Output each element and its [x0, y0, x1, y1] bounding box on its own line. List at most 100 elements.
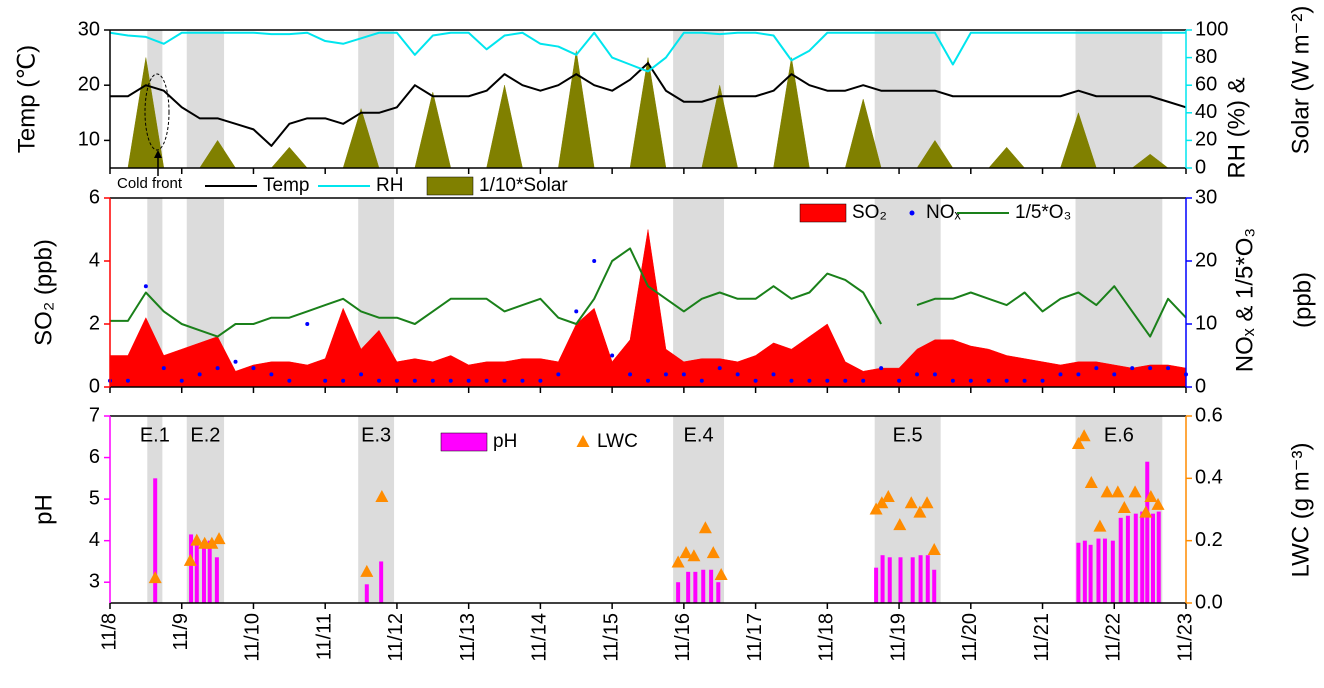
event-label: E.4	[684, 424, 714, 446]
point	[687, 549, 701, 562]
bar	[379, 561, 384, 603]
point	[920, 496, 934, 509]
event-shade	[673, 198, 725, 387]
point	[681, 372, 686, 377]
point	[1100, 485, 1114, 498]
y-tick-label: 7	[89, 404, 100, 426]
bar	[693, 571, 698, 603]
y-tick-label: 2	[89, 312, 100, 334]
x-tick-label: 11/20	[959, 613, 981, 662]
bar	[709, 569, 714, 603]
point	[698, 521, 712, 534]
bar	[874, 567, 879, 603]
point	[448, 378, 453, 383]
point	[592, 259, 597, 263]
point	[190, 533, 204, 546]
point	[717, 366, 722, 371]
x-tick-label: 11/10	[242, 613, 264, 662]
bar	[1096, 538, 1101, 603]
y2-tick-label: 100	[1195, 18, 1228, 40]
point	[183, 553, 197, 566]
bar	[1076, 542, 1081, 603]
event-label: E.5	[893, 424, 923, 446]
x-tick-label: 11/21	[1031, 613, 1053, 662]
y-tick-label: 4	[89, 249, 100, 271]
y-tick-label: 0	[89, 375, 100, 397]
event-shade	[874, 30, 941, 168]
point	[789, 378, 794, 383]
legend-label: Temp	[263, 175, 309, 196]
point	[1094, 366, 1099, 371]
y-tick-label: 10	[78, 129, 100, 151]
x-tick-label: 11/9	[170, 613, 192, 650]
point	[950, 378, 955, 383]
y2-tick-label: 10	[1195, 312, 1217, 334]
y2-tick-label: 30	[1195, 186, 1217, 208]
bar	[716, 582, 721, 603]
point	[205, 536, 219, 549]
y2-axis-label: (ppb)	[1289, 272, 1316, 328]
point	[1139, 505, 1153, 518]
bar	[1156, 511, 1161, 603]
y2-tick-label: 0.4	[1195, 467, 1223, 489]
legend-label: 1/10*Solar	[479, 175, 568, 196]
legend-swatch	[799, 203, 847, 223]
point	[1128, 485, 1142, 498]
point	[628, 372, 633, 377]
point	[861, 378, 866, 383]
bar	[925, 555, 930, 603]
y-axis-label: pH	[30, 494, 57, 525]
bar	[1133, 513, 1138, 603]
point	[212, 532, 226, 545]
point	[1076, 372, 1081, 377]
point	[881, 490, 895, 503]
point	[502, 378, 507, 383]
event-label: E.3	[361, 424, 391, 446]
bar	[1151, 513, 1156, 603]
line	[110, 247, 1187, 338]
bar	[898, 557, 903, 603]
point	[753, 378, 758, 383]
event-shade	[673, 416, 725, 603]
point	[360, 564, 374, 577]
point	[699, 378, 704, 383]
bar	[207, 540, 212, 603]
x-tick-label: 11/13	[457, 613, 479, 662]
point	[484, 378, 489, 383]
point	[341, 378, 346, 383]
point	[1093, 519, 1107, 532]
x-tick-label: 11/8	[98, 613, 120, 650]
point	[897, 378, 902, 383]
y2-tick-label: 20	[1195, 129, 1217, 151]
legend-swatch	[440, 432, 488, 452]
event-shade	[1075, 30, 1163, 168]
y2-tick-label: 0	[1195, 156, 1206, 178]
point	[735, 372, 740, 377]
point	[843, 378, 848, 383]
point	[915, 372, 919, 377]
y-tick-label: 3	[89, 571, 100, 593]
bar	[918, 555, 923, 603]
point	[913, 505, 927, 518]
point	[932, 372, 937, 377]
y2-tick-label: 80	[1195, 46, 1217, 68]
bar	[1145, 461, 1150, 603]
point	[412, 378, 417, 383]
x-tick-label: 11/15	[600, 613, 622, 662]
y-tick-label: 20	[78, 73, 100, 95]
point	[663, 372, 668, 377]
y-tick-label: 6	[89, 446, 100, 468]
point	[148, 571, 162, 584]
bar	[1082, 540, 1087, 603]
y2-axis-label: Solar (W m⁻²)	[1287, 6, 1314, 155]
point	[1111, 485, 1125, 498]
point	[143, 284, 148, 289]
point	[706, 546, 720, 559]
bar	[1110, 540, 1115, 603]
legend-swatch	[576, 435, 590, 447]
y-axis-label: Temp (℃)	[13, 45, 40, 153]
point	[879, 366, 884, 371]
point	[215, 366, 220, 371]
point	[538, 378, 543, 383]
